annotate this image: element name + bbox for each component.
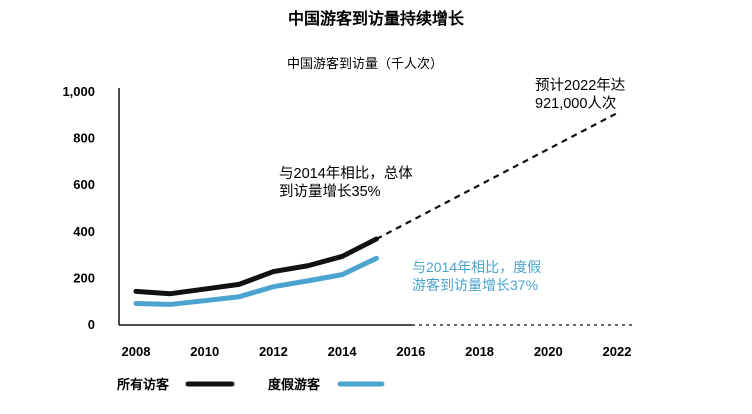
legend: 所有访客 度假游客 (117, 377, 385, 392)
forecast-annotation-line2: 921,000人次 (535, 95, 616, 112)
legend-label-holiday-visitors: 度假游客 (268, 377, 321, 392)
x-tick-label: 2012 (259, 344, 288, 359)
x-tick-label: 2016 (396, 344, 425, 359)
forecast-annotation-line1: 预计2022年达 (535, 77, 625, 94)
series-line-1 (133, 255, 379, 307)
y-tick-label: 800 (73, 131, 95, 146)
legend-label-all-visitors: 所有访客 (117, 377, 170, 392)
y-tick-label: 1,000 (62, 84, 95, 99)
total-growth-annotation-line2: 到访量增长35% (279, 183, 381, 200)
chart-title: 中国游客到访量持续增长 (288, 9, 465, 28)
series-layer (133, 112, 618, 307)
x-tick-label: 2020 (534, 344, 563, 359)
x-tick-label: 2008 (122, 344, 151, 359)
x-tick-label: 2018 (465, 344, 494, 359)
total-growth-annotation-line1: 与2014年相比，总体 (279, 165, 413, 182)
x-tick-label: 2010 (190, 344, 219, 359)
series-line-0 (133, 236, 379, 297)
chart-subtitle: 中国游客到访量（千人次） (287, 56, 443, 71)
holiday-growth-annotation-line2: 游客到访量增长37% (412, 277, 538, 293)
projection-line (375, 112, 618, 240)
y-tick-label: 200 (73, 270, 95, 285)
x-tick-label: 2014 (328, 344, 358, 359)
y-tick-label: 600 (73, 177, 95, 192)
y-axis: 0 200 400 600 800 1,000 (62, 84, 120, 332)
x-tick-label: 2022 (603, 344, 632, 359)
y-tick-label: 0 (88, 317, 95, 332)
y-tick-label: 400 (73, 224, 95, 239)
x-axis: 2008 2010 2012 2014 2016 2018 2020 2022 (119, 324, 636, 359)
holiday-growth-annotation-line1: 与2014年相比，度假 (412, 259, 541, 275)
